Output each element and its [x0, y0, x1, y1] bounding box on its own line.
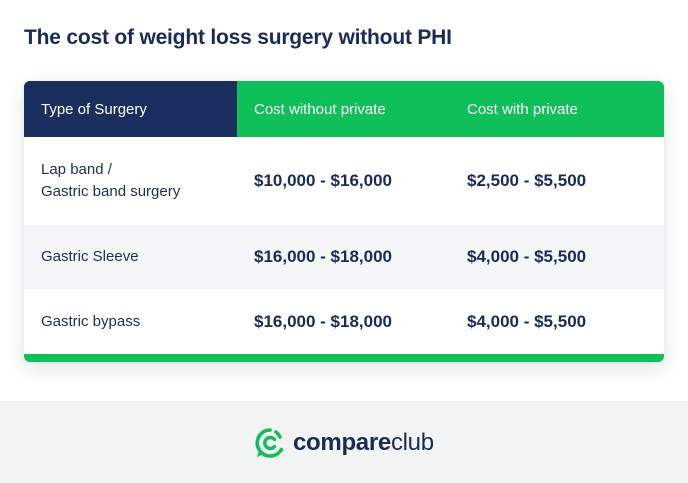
page-title: The cost of weight loss surgery without …: [24, 26, 452, 49]
compareclub-logo-icon: [254, 427, 286, 459]
cost-with-cell: $4,000 - $5,500: [467, 247, 587, 266]
header-cost-without-private: Cost without private: [254, 100, 386, 118]
surgery-type-cell: Lap band / Gastric band surgery: [24, 137, 237, 225]
header-type-of-surgery: Type of Surgery: [24, 81, 237, 137]
cost-without-cell: $10,000 - $16,000: [254, 171, 393, 190]
table-bottom-accent-bar: [24, 354, 664, 362]
header-cost-with-private: Cost with private: [467, 100, 578, 118]
table-header-row: Type of Surgery Cost without private Cos…: [24, 81, 664, 137]
cost-table: Type of Surgery Cost without private Cos…: [24, 81, 664, 362]
surgery-type-line2: Gastric band surgery: [41, 183, 181, 200]
cost-without-cell: $16,000 - $18,000: [254, 247, 393, 266]
surgery-type-cell: Gastric Sleeve: [41, 248, 139, 265]
cost-with-cell: $2,500 - $5,500: [467, 171, 587, 190]
table-row: Lap band / Gastric band surgery $10,000 …: [24, 137, 664, 225]
table-row: Gastric Sleeve $16,000 - $18,000 $4,000 …: [24, 225, 664, 289]
surgery-type-cell: Gastric bypass: [41, 312, 141, 330]
cost-without-cell: $16,000 - $18,000: [254, 311, 393, 331]
surgery-type-line1: Lap band /: [41, 161, 112, 178]
footer-band: [0, 401, 688, 483]
cost-with-cell: $4,000 - $5,500: [467, 311, 587, 331]
brand-wordmark: compareclub: [293, 429, 434, 456]
compareclub-logo: compareclub: [254, 427, 434, 459]
table-row: Gastric bypass $16,000 - $18,000 $4,000 …: [24, 289, 664, 354]
